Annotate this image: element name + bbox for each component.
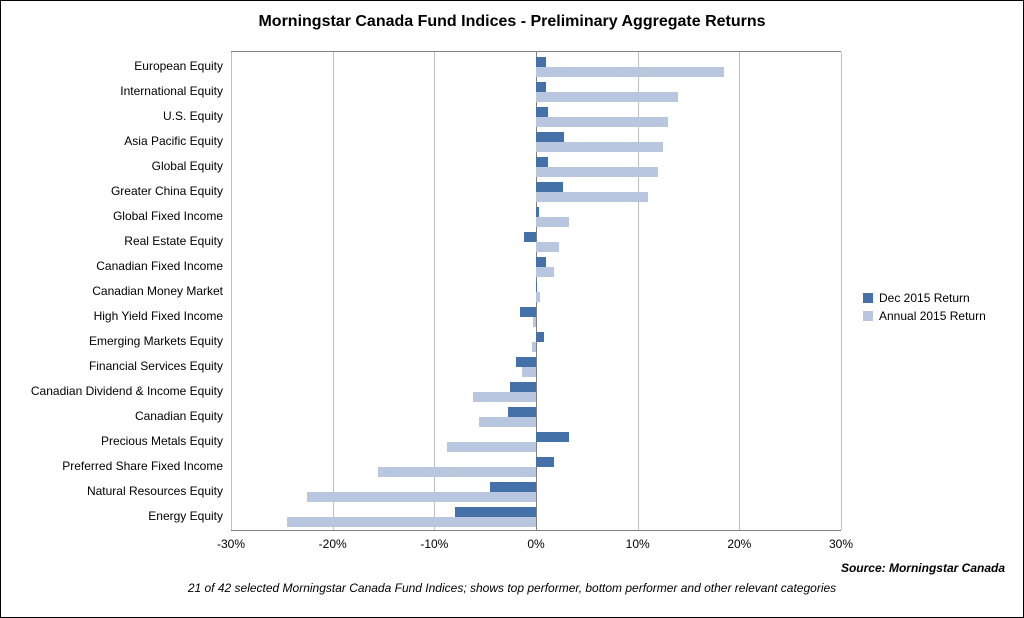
chart-title: Morningstar Canada Fund Indices - Prelim… — [1, 13, 1023, 31]
bar-dec — [536, 282, 537, 292]
category-label: Global Fixed Income — [1, 210, 223, 222]
bar-dec — [490, 482, 536, 492]
category-label: Asia Pacific Equity — [1, 135, 223, 147]
bar-annual — [536, 217, 569, 227]
category-label: Financial Services Equity — [1, 360, 223, 372]
legend-label: Annual 2015 Return — [879, 309, 986, 323]
bar-dec — [536, 82, 546, 92]
x-tick-label: 10% — [626, 537, 650, 551]
category-label: High Yield Fixed Income — [1, 310, 223, 322]
bar-annual — [536, 92, 678, 102]
bar-dec — [536, 257, 546, 267]
category-label: Energy Equity — [1, 510, 223, 522]
bar-dec — [536, 332, 544, 342]
plot-area — [231, 51, 841, 531]
category-label: Greater China Equity — [1, 185, 223, 197]
bar-annual — [536, 117, 668, 127]
chart-footnote: 21 of 42 selected Morningstar Canada Fun… — [1, 581, 1023, 595]
bar-annual — [536, 142, 663, 152]
category-label: European Equity — [1, 60, 223, 72]
legend-item: Annual 2015 Return — [863, 309, 986, 323]
category-label: Preferred Share Fixed Income — [1, 460, 223, 472]
x-tick-label: -30% — [217, 537, 245, 551]
bar-dec — [516, 357, 536, 367]
category-label: Natural Resources Equity — [1, 485, 223, 497]
category-label: Real Estate Equity — [1, 235, 223, 247]
category-label: Precious Metals Equity — [1, 435, 223, 447]
source-label: Source: Morningstar Canada — [841, 561, 1005, 575]
bar-dec — [536, 157, 548, 167]
category-label: Canadian Dividend & Income Equity — [1, 385, 223, 397]
bar-annual — [473, 392, 536, 402]
x-tick-label: 20% — [727, 537, 751, 551]
bar-annual — [536, 242, 559, 252]
category-label: Canadian Fixed Income — [1, 260, 223, 272]
legend-item: Dec 2015 Return — [863, 291, 986, 305]
bar-annual — [447, 442, 536, 452]
bar-annual — [287, 517, 536, 527]
bar-annual — [533, 317, 536, 327]
bar-dec — [508, 407, 536, 417]
bar-dec — [536, 182, 563, 192]
legend-swatch — [863, 293, 873, 303]
bar-annual — [536, 292, 540, 302]
bar-dec — [455, 507, 536, 517]
chart-container: Morningstar Canada Fund Indices - Prelim… — [0, 0, 1024, 618]
x-tick-label: -10% — [420, 537, 448, 551]
bar-annual — [532, 342, 536, 352]
category-label: Canadian Equity — [1, 410, 223, 422]
category-label: U.S. Equity — [1, 110, 223, 122]
x-tick-label: 0% — [527, 537, 544, 551]
category-label: Global Equity — [1, 160, 223, 172]
bar-annual — [536, 192, 648, 202]
bar-dec — [536, 457, 554, 467]
x-tick-label: 30% — [829, 537, 853, 551]
legend-swatch — [863, 311, 873, 321]
bar-dec — [536, 432, 569, 442]
bar-annual — [536, 267, 554, 277]
bar-dec — [524, 232, 536, 242]
bar-dec — [520, 307, 536, 317]
category-label: International Equity — [1, 85, 223, 97]
bar-annual — [522, 367, 536, 377]
bar-annual — [307, 492, 536, 502]
legend-label: Dec 2015 Return — [879, 291, 970, 305]
bar-dec — [536, 107, 548, 117]
bar-annual — [479, 417, 536, 427]
bar-annual — [378, 467, 536, 477]
bar-annual — [536, 167, 658, 177]
legend: Dec 2015 Return Annual 2015 Return — [863, 291, 986, 327]
bar-annual — [536, 67, 724, 77]
bar-dec — [536, 132, 564, 142]
category-label: Canadian Money Market — [1, 285, 223, 297]
category-label: Emerging Markets Equity — [1, 335, 223, 347]
bar-dec — [510, 382, 536, 392]
bar-dec — [536, 57, 546, 67]
x-tick-label: -20% — [319, 537, 347, 551]
bar-dec — [536, 207, 539, 217]
